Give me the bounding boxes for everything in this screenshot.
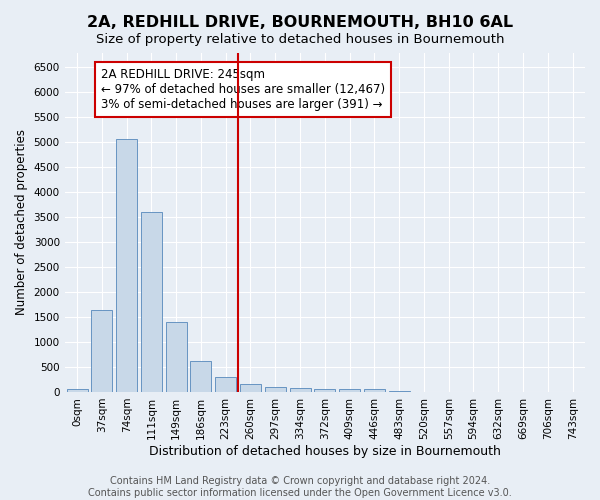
Bar [116,140,137,392]
Bar [67,389,88,392]
Text: Size of property relative to detached houses in Bournemouth: Size of property relative to detached ho… [96,32,504,46]
Bar [364,390,385,392]
Y-axis label: Number of detached properties: Number of detached properties [15,129,28,315]
Bar [166,322,187,392]
Bar [290,388,311,392]
Bar [91,310,112,392]
Bar [190,361,211,392]
Bar [240,384,261,392]
Bar [314,389,335,392]
Text: Contains HM Land Registry data © Crown copyright and database right 2024.
Contai: Contains HM Land Registry data © Crown c… [88,476,512,498]
Bar [215,377,236,392]
Text: 2A REDHILL DRIVE: 245sqm
← 97% of detached houses are smaller (12,467)
3% of sem: 2A REDHILL DRIVE: 245sqm ← 97% of detach… [101,68,385,111]
Bar [141,212,162,392]
Bar [265,387,286,392]
X-axis label: Distribution of detached houses by size in Bournemouth: Distribution of detached houses by size … [149,444,501,458]
Bar [339,389,360,392]
Text: 2A, REDHILL DRIVE, BOURNEMOUTH, BH10 6AL: 2A, REDHILL DRIVE, BOURNEMOUTH, BH10 6AL [87,15,513,30]
